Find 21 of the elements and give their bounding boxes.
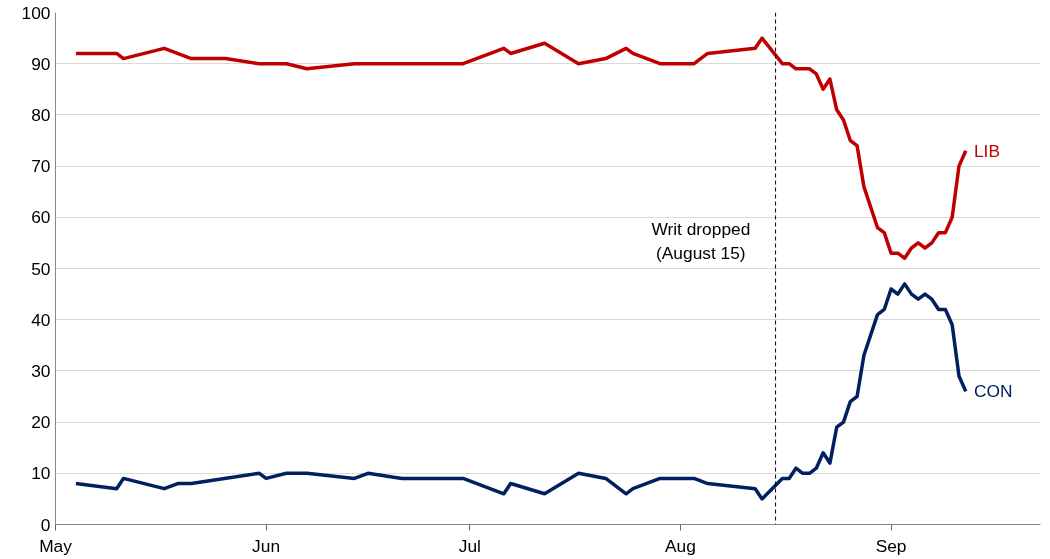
line-series bbox=[74, 36, 968, 261]
y-tick-label: 30 bbox=[31, 360, 51, 381]
y-tick-label: 40 bbox=[31, 309, 51, 330]
y-tick-label: 50 bbox=[31, 258, 51, 279]
series-label: CON bbox=[973, 381, 1013, 402]
x-tick-label: Jun bbox=[252, 535, 281, 556]
ref-line-label: Writ dropped (August 15) bbox=[651, 219, 751, 264]
x-tick-label: Sep bbox=[875, 535, 907, 556]
x-tick-label: Aug bbox=[665, 535, 696, 556]
y-tick-label: 20 bbox=[31, 412, 51, 433]
y-tick-label: 70 bbox=[31, 156, 51, 177]
line-series bbox=[74, 282, 968, 501]
y-tick-label: 60 bbox=[31, 207, 51, 228]
y-tick-label: 10 bbox=[31, 463, 51, 484]
y-tick-label: 100 bbox=[21, 2, 51, 23]
x-tick-label: Jul bbox=[458, 535, 481, 556]
y-tick-label: 90 bbox=[31, 53, 51, 74]
y-tick-label: 0 bbox=[40, 514, 51, 535]
y-tick-label: 80 bbox=[31, 104, 51, 125]
series-label: LIB bbox=[973, 140, 1000, 161]
x-tick-label: May bbox=[39, 535, 73, 556]
